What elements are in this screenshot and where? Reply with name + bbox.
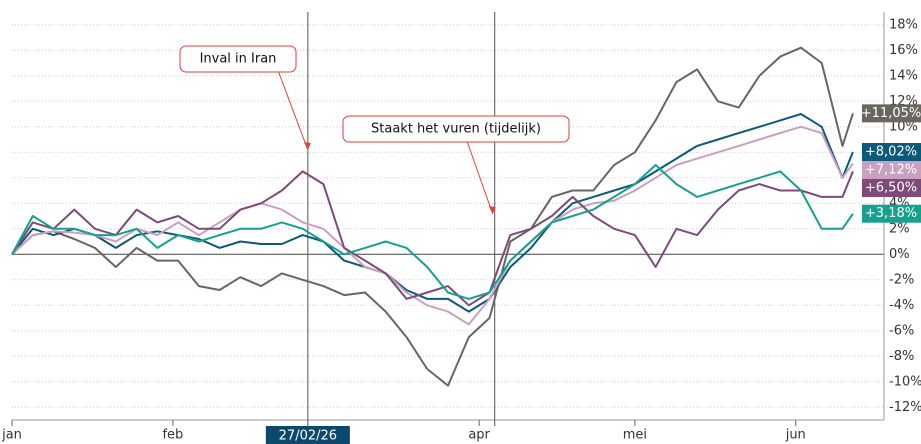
end-label: +3,18% — [865, 206, 917, 221]
annotation-box — [179, 45, 297, 73]
annotation-text: Inval in Iran — [200, 52, 277, 67]
annotation-arrow — [466, 141, 494, 215]
y-tick-label: 10% — [889, 119, 918, 134]
end-label-box — [862, 204, 921, 223]
series-line — [11, 164, 854, 300]
y-tick-label: 16% — [889, 43, 918, 58]
y-tick-label: -6% — [889, 323, 914, 338]
y-tick-label: 0% — [889, 247, 910, 262]
end-label-box — [862, 178, 921, 197]
y-tick-label: 2% — [889, 221, 910, 236]
x-tick-label: feb — [162, 428, 183, 443]
x-tick-label: apr — [468, 428, 490, 443]
y-tick-label: -12% — [889, 400, 921, 415]
annotation-arrow — [278, 71, 309, 151]
end-label: +6,50% — [865, 180, 917, 195]
y-tick-label: 18% — [889, 17, 918, 32]
end-label: +11,05% — [861, 106, 921, 121]
end-label: +8,02% — [865, 144, 917, 159]
series-line — [11, 125, 854, 326]
y-tick-label: 14% — [889, 68, 918, 83]
event-label: 27/02/26 — [279, 429, 337, 444]
end-label-box — [862, 104, 921, 123]
end-label-box — [862, 142, 921, 161]
annotation-text: Staakt het vuren (tijdelijk) — [371, 122, 541, 137]
series-line — [11, 170, 854, 307]
y-tick-label: -10% — [889, 374, 921, 389]
y-tick-label: -4% — [889, 298, 914, 313]
y-tick-label: -8% — [889, 349, 914, 364]
event-label-box — [265, 426, 350, 444]
annotation-box — [342, 115, 570, 143]
x-tick-label: mei — [623, 428, 647, 443]
x-tick-label: jan — [1, 428, 22, 443]
series-line — [11, 46, 854, 387]
end-label-box — [862, 160, 921, 179]
y-tick-label: -2% — [889, 272, 914, 287]
series-line — [11, 113, 854, 313]
annotation-arrowhead — [488, 206, 496, 214]
annotation-arrowhead — [303, 142, 311, 150]
x-tick-label: jun — [785, 428, 806, 443]
end-label: +7,12% — [865, 162, 917, 177]
